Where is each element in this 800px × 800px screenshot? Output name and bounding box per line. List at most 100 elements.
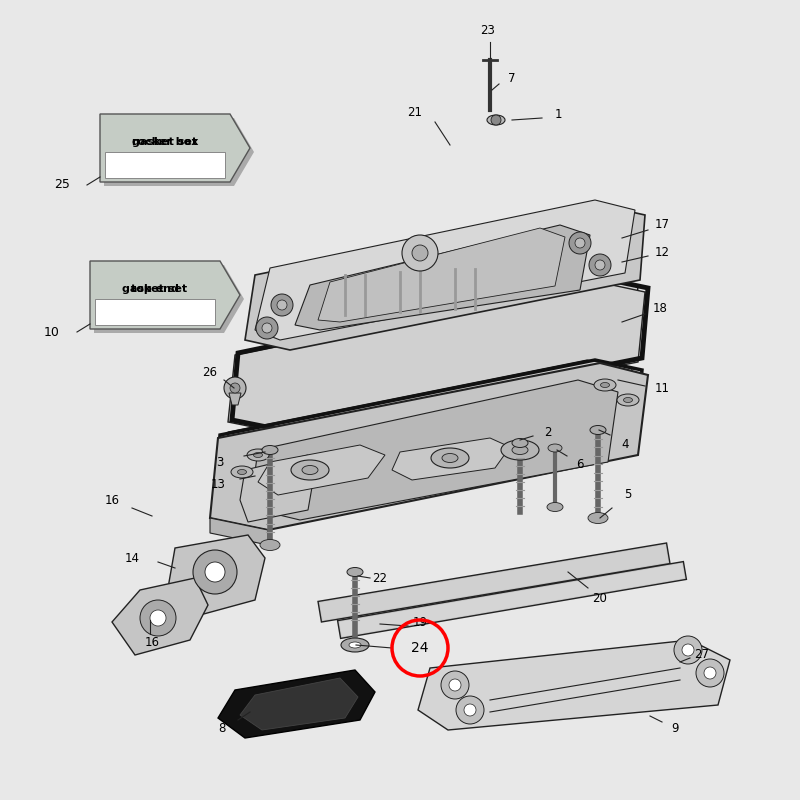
Ellipse shape	[501, 440, 539, 460]
Text: 19: 19	[413, 615, 427, 629]
Circle shape	[412, 245, 428, 261]
Text: 13: 13	[210, 478, 226, 490]
Text: 17: 17	[654, 218, 670, 231]
Polygon shape	[218, 670, 375, 738]
Ellipse shape	[601, 382, 610, 387]
Text: 16: 16	[145, 635, 159, 649]
Ellipse shape	[231, 466, 253, 478]
Text: 14: 14	[125, 551, 139, 565]
Ellipse shape	[623, 398, 633, 402]
Text: 7: 7	[508, 71, 516, 85]
Polygon shape	[100, 114, 250, 182]
Text: 3: 3	[216, 455, 224, 469]
Ellipse shape	[302, 466, 318, 474]
Ellipse shape	[617, 394, 639, 406]
Text: 18: 18	[653, 302, 667, 314]
Ellipse shape	[442, 454, 458, 462]
Text: 2: 2	[544, 426, 552, 438]
Circle shape	[589, 254, 611, 276]
Circle shape	[491, 115, 501, 125]
Circle shape	[569, 232, 591, 254]
Text: 24: 24	[411, 641, 429, 655]
Polygon shape	[228, 282, 645, 432]
Ellipse shape	[247, 449, 269, 461]
Polygon shape	[258, 445, 385, 495]
Polygon shape	[210, 518, 268, 545]
Text: 8: 8	[218, 722, 226, 734]
Text: top end: top end	[131, 284, 179, 294]
Polygon shape	[242, 278, 638, 424]
Ellipse shape	[262, 446, 278, 454]
Ellipse shape	[260, 539, 280, 550]
Text: 27: 27	[694, 649, 710, 662]
Polygon shape	[112, 578, 208, 655]
Text: 23: 23	[481, 23, 495, 37]
Circle shape	[674, 636, 702, 664]
Circle shape	[193, 550, 237, 594]
Circle shape	[230, 383, 240, 393]
Text: 9: 9	[671, 722, 678, 734]
Polygon shape	[168, 535, 265, 615]
Circle shape	[682, 644, 694, 656]
Circle shape	[441, 671, 469, 699]
Circle shape	[575, 238, 585, 248]
Circle shape	[402, 235, 438, 271]
Ellipse shape	[512, 438, 528, 447]
Ellipse shape	[347, 567, 363, 577]
Ellipse shape	[588, 513, 608, 523]
Text: rocker box: rocker box	[132, 137, 198, 147]
Circle shape	[256, 317, 278, 339]
Bar	[105, 152, 225, 178]
Ellipse shape	[594, 379, 616, 391]
Text: 21: 21	[407, 106, 422, 118]
Circle shape	[262, 323, 272, 333]
Text: 10: 10	[44, 326, 60, 338]
Bar	[95, 299, 215, 325]
Circle shape	[205, 562, 225, 582]
Ellipse shape	[238, 470, 246, 474]
Text: 26: 26	[202, 366, 218, 378]
Circle shape	[449, 679, 461, 691]
Polygon shape	[222, 360, 632, 506]
Circle shape	[696, 659, 724, 687]
Polygon shape	[295, 225, 590, 330]
Polygon shape	[240, 678, 358, 730]
Circle shape	[595, 260, 605, 270]
Ellipse shape	[547, 502, 563, 511]
Polygon shape	[418, 640, 730, 730]
Ellipse shape	[341, 638, 369, 652]
Text: 25: 25	[54, 178, 70, 191]
Ellipse shape	[487, 115, 505, 125]
Circle shape	[150, 610, 166, 626]
Text: 20: 20	[593, 591, 607, 605]
Circle shape	[271, 294, 293, 316]
Polygon shape	[250, 380, 618, 520]
Circle shape	[224, 377, 246, 399]
Text: 16: 16	[105, 494, 119, 506]
Polygon shape	[318, 228, 565, 322]
Text: 6: 6	[576, 458, 584, 471]
Polygon shape	[255, 200, 635, 340]
Polygon shape	[104, 118, 254, 186]
Polygon shape	[245, 205, 645, 350]
Polygon shape	[240, 455, 315, 522]
Ellipse shape	[590, 426, 606, 434]
Ellipse shape	[291, 460, 329, 480]
Circle shape	[456, 696, 484, 724]
Ellipse shape	[548, 444, 562, 452]
Ellipse shape	[254, 453, 262, 458]
Polygon shape	[94, 265, 244, 333]
Polygon shape	[210, 363, 648, 530]
Text: 12: 12	[654, 246, 670, 258]
Ellipse shape	[431, 448, 469, 468]
Text: 4: 4	[622, 438, 629, 451]
Text: 1: 1	[554, 109, 562, 122]
Text: gasket set: gasket set	[122, 284, 187, 294]
Polygon shape	[90, 261, 240, 329]
Circle shape	[704, 667, 716, 679]
Circle shape	[464, 704, 476, 716]
Circle shape	[277, 300, 287, 310]
Polygon shape	[392, 438, 510, 480]
Circle shape	[140, 600, 176, 636]
Text: 22: 22	[373, 571, 387, 585]
